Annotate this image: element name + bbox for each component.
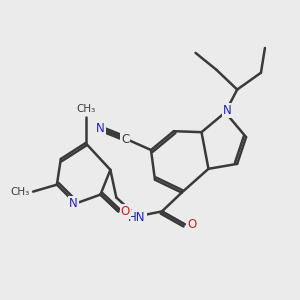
Text: O: O xyxy=(187,218,196,231)
Text: HN: HN xyxy=(128,211,146,224)
Text: N: N xyxy=(69,197,78,210)
Text: N: N xyxy=(96,122,105,135)
Text: CH₃: CH₃ xyxy=(10,187,29,196)
Text: N: N xyxy=(223,104,232,117)
Text: C: C xyxy=(121,133,129,146)
Text: O: O xyxy=(121,205,130,218)
Text: CH₃: CH₃ xyxy=(76,104,95,114)
